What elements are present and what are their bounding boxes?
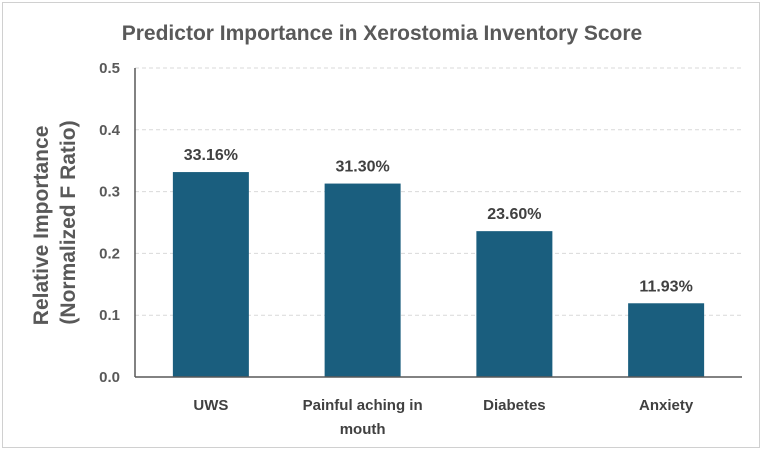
bar bbox=[172, 172, 249, 377]
y-tick-label: 0.0 bbox=[99, 369, 120, 386]
data-label: 11.93% bbox=[639, 278, 692, 295]
bar bbox=[476, 231, 553, 377]
data-label: 23.60% bbox=[487, 206, 541, 223]
y-tick-label: 0.2 bbox=[99, 245, 120, 262]
x-tick-label: Diabetes bbox=[483, 397, 546, 414]
x-tick-label: Anxiety bbox=[639, 397, 694, 414]
chart-title: Predictor Importance in Xerostomia Inven… bbox=[122, 22, 642, 45]
y-axis-title-line-1: Relative Importance bbox=[30, 126, 53, 326]
x-tick-label: Painful aching in mouth bbox=[303, 397, 423, 438]
y-tick-label: 0.4 bbox=[99, 122, 121, 139]
bar bbox=[324, 183, 401, 377]
y-tick-label: 0.5 bbox=[99, 60, 120, 77]
y-tick-label: 0.1 bbox=[99, 307, 120, 324]
y-axis-title-line-2: (Normalized F Ratio) bbox=[57, 120, 80, 324]
y-axis-title: Relative Importance (Normalized F Ratio) bbox=[30, 120, 80, 325]
y-tick-label: 0.3 bbox=[99, 184, 120, 201]
data-label: 33.16% bbox=[184, 147, 238, 164]
data-label: 31.30% bbox=[335, 159, 389, 176]
bar bbox=[628, 303, 705, 377]
x-tick-label: UWS bbox=[193, 397, 228, 414]
